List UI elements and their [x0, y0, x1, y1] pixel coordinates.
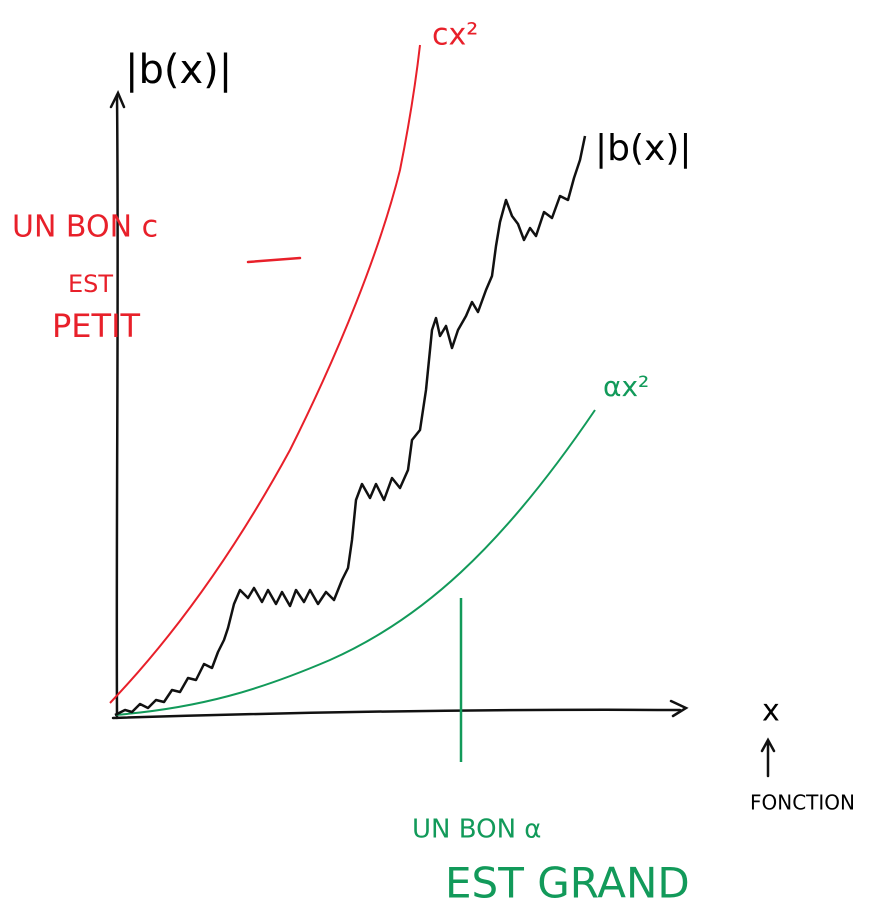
- lower-curve: [114, 409, 596, 716]
- upper-curve: [109, 44, 421, 704]
- red-note: EST: [68, 270, 113, 298]
- upper-curve-label: cx²: [432, 18, 478, 53]
- lower-curve-label: αx²: [603, 370, 649, 403]
- green-note: UN BON α: [412, 815, 541, 845]
- middle-curve: [114, 135, 587, 717]
- green-note: EST GRAND: [445, 859, 690, 907]
- x-axis-label: x: [762, 694, 780, 729]
- x-axis-note: FONCTION: [750, 791, 855, 815]
- y-arrow: [109, 90, 126, 109]
- y-axis: [115, 93, 119, 720]
- function-arrow: [760, 737, 776, 778]
- red-note: PETIT: [52, 307, 141, 345]
- y-axis-label: |b(x)|: [125, 47, 232, 93]
- x-arrow: [669, 699, 689, 718]
- middle-curve-label: |b(x)|: [595, 128, 692, 169]
- x-axis: [111, 708, 682, 720]
- red-dash: [246, 256, 302, 264]
- axes: [109, 90, 776, 778]
- red-note: UN BON c: [12, 210, 158, 245]
